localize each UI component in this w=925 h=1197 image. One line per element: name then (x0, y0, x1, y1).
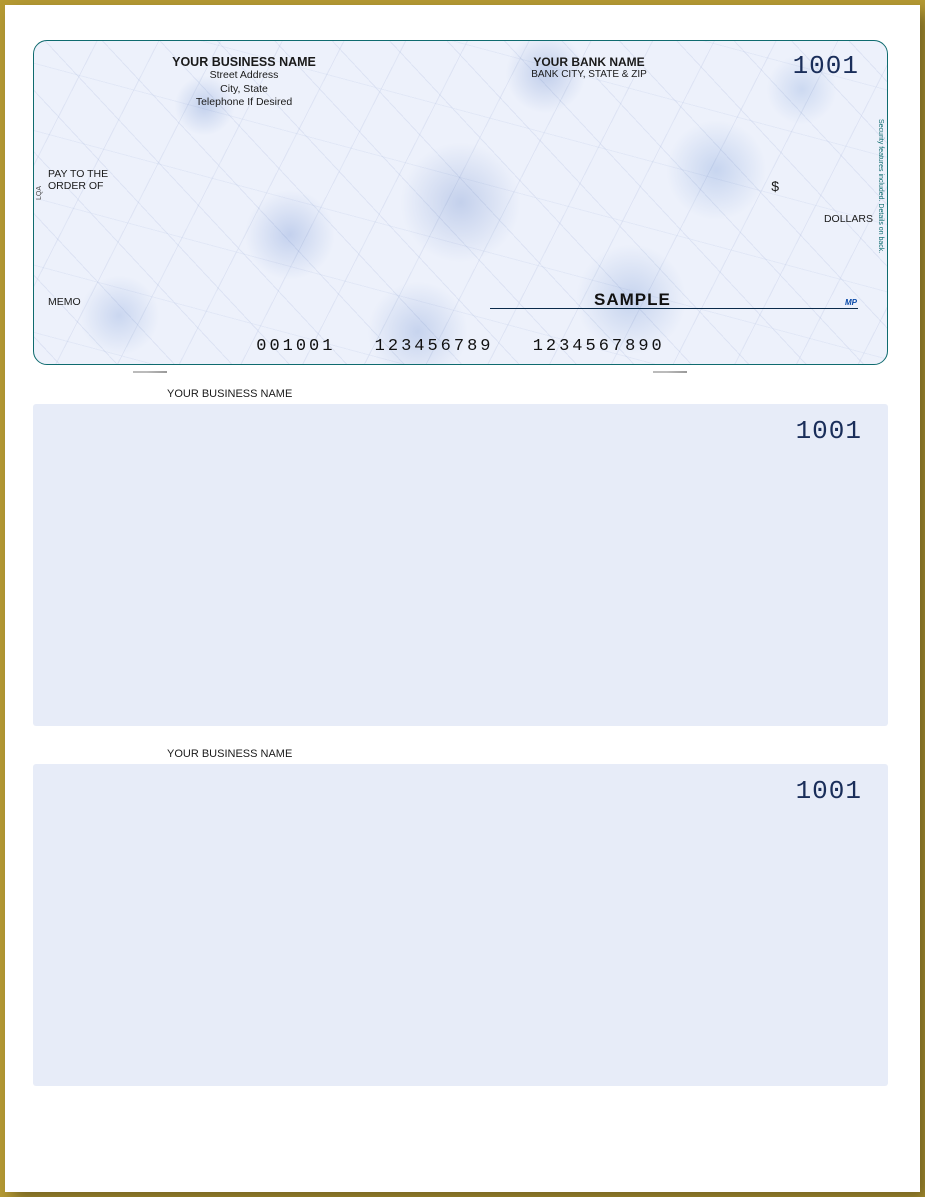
security-features-text: Security features included. Details on b… (872, 86, 884, 286)
side-mark: LQA (36, 186, 43, 200)
pay-to-line2: ORDER OF (48, 180, 103, 192)
business-address-block: YOUR BUSINESS NAME Street Address City, … (94, 55, 394, 110)
stub-2-panel: 1001 (33, 764, 888, 1086)
stub1-business-name: YOUR BUSINESS NAME (167, 388, 892, 400)
check-panel: YOUR BUSINESS NAME Street Address City, … (33, 40, 888, 365)
pay-to-line1: PAY TO THE (48, 168, 108, 180)
business-city-state: City, State (94, 83, 394, 97)
micr-aux: 001001 (256, 337, 335, 356)
business-street: Street Address (94, 69, 394, 83)
memo-label: MEMO (48, 296, 81, 308)
check-number: 1001 (793, 51, 859, 81)
micr-line: 001001 123456789 1234567890 (34, 337, 887, 356)
business-phone: Telephone If Desired (94, 96, 394, 110)
bank-name: YOUR BANK NAME (464, 55, 714, 69)
business-name: YOUR BUSINESS NAME (94, 55, 394, 69)
micr-account: 1234567890 (533, 337, 665, 356)
perforation-marks (33, 368, 892, 388)
stub2-wrap: YOUR BUSINESS NAME 1001 (33, 748, 892, 1086)
stub-1-panel: 1001 (33, 404, 888, 726)
dollar-sign: $ (771, 178, 779, 194)
bank-city-state-zip: BANK CITY, STATE & ZIP (464, 69, 714, 80)
perf-mark-right (653, 371, 687, 373)
check-page: YOUR BUSINESS NAME Street Address City, … (5, 5, 920, 1192)
perf-mark-left (133, 371, 167, 373)
stub2-number: 1001 (796, 776, 862, 806)
micr-routing: 123456789 (375, 337, 494, 356)
sample-watermark: SAMPLE (594, 290, 671, 310)
stub2-business-name: YOUR BUSINESS NAME (167, 748, 892, 760)
signature-line (490, 308, 858, 309)
dollars-label: DOLLARS (824, 213, 873, 225)
pay-to-order-label: PAY TO THE ORDER OF (48, 168, 108, 192)
stub1-number: 1001 (796, 416, 862, 446)
bank-block: YOUR BANK NAME BANK CITY, STATE & ZIP (464, 55, 714, 80)
mp-mark: MP (845, 298, 857, 307)
